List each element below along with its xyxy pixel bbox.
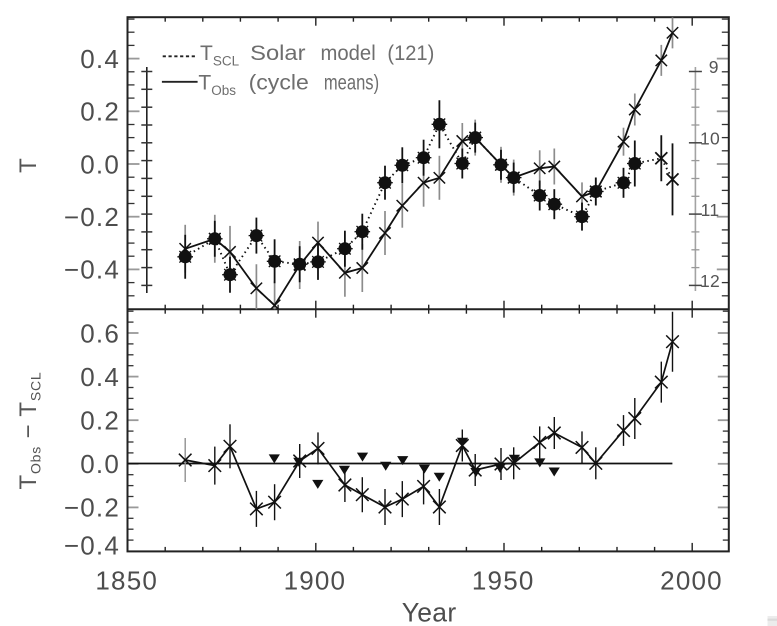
svg-text:Solar: Solar	[250, 42, 305, 65]
svg-text:12: 12	[700, 271, 720, 291]
svg-text:−0.2: −0.2	[64, 202, 120, 232]
svg-text:11: 11	[701, 200, 720, 220]
svg-text:1950: 1950	[472, 566, 535, 596]
svg-text:1900: 1900	[284, 566, 347, 596]
svg-text:Year: Year	[402, 597, 457, 626]
svg-text:10: 10	[700, 129, 720, 149]
svg-text:2000: 2000	[660, 566, 723, 596]
svg-text:0.4: 0.4	[80, 44, 120, 74]
svg-text:(121): (121)	[387, 42, 434, 65]
svg-text:(cycle: (cycle	[249, 72, 309, 95]
svg-text:0.6: 0.6	[80, 318, 120, 348]
svg-text:0.0: 0.0	[80, 449, 120, 479]
svg-text:means): means)	[324, 72, 379, 95]
svg-text:−0.4: −0.4	[64, 530, 120, 560]
svg-text:T: T	[15, 157, 42, 173]
svg-text:0.2: 0.2	[80, 406, 120, 436]
svg-text:0.2: 0.2	[80, 97, 120, 127]
svg-text:−0.4: −0.4	[64, 255, 120, 285]
svg-text:model: model	[321, 42, 376, 65]
svg-text:1850: 1850	[95, 566, 158, 596]
svg-text:0.4: 0.4	[80, 362, 120, 392]
svg-text:0.0: 0.0	[80, 149, 120, 179]
svg-text:−0.2: −0.2	[64, 493, 120, 523]
svg-text:9: 9	[709, 57, 719, 77]
